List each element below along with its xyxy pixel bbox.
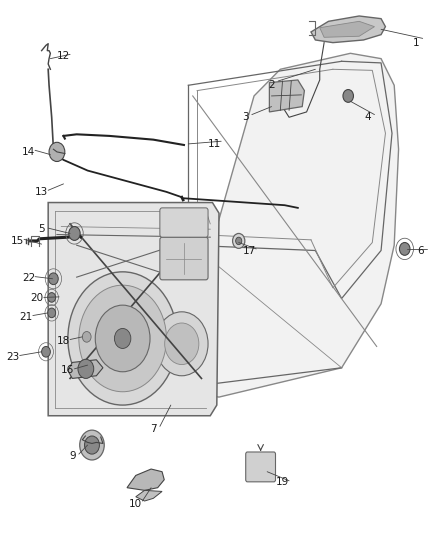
FancyBboxPatch shape: [160, 237, 208, 280]
Circle shape: [79, 285, 166, 392]
Text: 12: 12: [57, 51, 70, 61]
Text: 5: 5: [38, 224, 45, 234]
Text: 13: 13: [35, 187, 48, 197]
Polygon shape: [48, 203, 219, 416]
Circle shape: [69, 227, 80, 240]
Circle shape: [78, 359, 94, 378]
Text: 19: 19: [276, 478, 289, 487]
Text: 16: 16: [61, 366, 74, 375]
Circle shape: [114, 328, 131, 349]
Circle shape: [85, 436, 99, 454]
Text: 10: 10: [129, 499, 142, 508]
Polygon shape: [127, 469, 164, 490]
Circle shape: [82, 332, 91, 342]
Circle shape: [155, 312, 208, 376]
FancyBboxPatch shape: [246, 452, 276, 482]
Circle shape: [42, 346, 50, 357]
Text: 21: 21: [20, 312, 33, 322]
Text: 18: 18: [57, 336, 70, 346]
Text: 15: 15: [11, 236, 24, 246]
Circle shape: [49, 142, 65, 161]
Text: 20: 20: [31, 294, 44, 303]
Circle shape: [80, 430, 104, 460]
Circle shape: [236, 237, 242, 245]
Circle shape: [233, 233, 245, 248]
Circle shape: [48, 293, 56, 302]
Text: 2: 2: [268, 80, 275, 90]
Text: 3: 3: [242, 112, 249, 122]
Circle shape: [343, 90, 353, 102]
Text: 17: 17: [243, 246, 256, 255]
Text: 1: 1: [413, 38, 420, 47]
Text: 9: 9: [69, 451, 76, 461]
Polygon shape: [136, 490, 162, 501]
FancyBboxPatch shape: [160, 208, 208, 237]
Circle shape: [165, 323, 199, 365]
Circle shape: [68, 272, 177, 405]
Polygon shape: [68, 360, 103, 378]
Text: 7: 7: [150, 424, 157, 434]
Circle shape: [95, 305, 150, 372]
Circle shape: [49, 273, 58, 285]
Circle shape: [399, 243, 410, 255]
Text: 11: 11: [208, 139, 221, 149]
Text: 6: 6: [417, 246, 424, 255]
Text: 4: 4: [364, 112, 371, 122]
Text: 23: 23: [7, 352, 20, 362]
Polygon shape: [171, 53, 399, 397]
Polygon shape: [311, 16, 385, 43]
Polygon shape: [269, 80, 304, 112]
Text: 22: 22: [22, 273, 35, 283]
Circle shape: [48, 308, 56, 318]
Text: 14: 14: [22, 147, 35, 157]
Polygon shape: [320, 21, 374, 37]
